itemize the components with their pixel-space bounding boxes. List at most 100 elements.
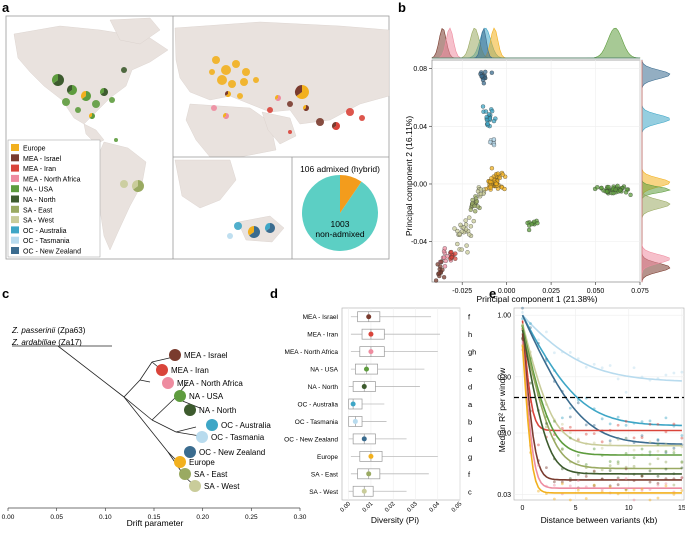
ld-point: [672, 449, 676, 452]
pca-point: [489, 176, 494, 181]
ld-point: [616, 423, 620, 427]
map-pie-slice: [92, 100, 100, 108]
pca-ytick-label: 0.00: [413, 181, 427, 188]
ld-point: [656, 457, 660, 461]
ld-point: [664, 416, 668, 420]
map-pie-slice: [133, 180, 145, 192]
ld-line-sa_east: [521, 329, 682, 470]
ld-point: [592, 441, 596, 445]
box-letter: h: [468, 330, 472, 339]
ld-point: [648, 419, 652, 423]
ld-point: [656, 481, 660, 485]
pca-point: [463, 218, 468, 223]
ld-point: [656, 422, 660, 426]
tree-xtick-label: 0.00: [2, 514, 15, 521]
map-pie-slice: [132, 180, 138, 190]
ld-point: [600, 468, 604, 472]
ld-point: [592, 362, 596, 366]
ld-point: [640, 436, 644, 440]
pca-point: [449, 249, 454, 255]
ld-point: [624, 390, 628, 394]
ld-point: [568, 431, 572, 435]
map-pie: [275, 95, 281, 102]
ld-point: [632, 448, 636, 452]
map-pie: [265, 223, 276, 234]
map-pie: [242, 68, 250, 76]
map-pie-slice: [359, 115, 365, 121]
ld-point: [624, 451, 628, 455]
pca-xlabel: Principal component 1 (21.38%): [477, 294, 598, 304]
tree-branch: [123, 361, 153, 398]
box-row-label: MEA - North Africa: [285, 349, 339, 356]
box-mean-mea_iran: [368, 331, 374, 337]
box-mean-europe: [368, 453, 374, 459]
region-legend: Europe MEA - Israel MEA - Iran MEA - North …: [7, 139, 101, 258]
ld-point: [680, 466, 684, 470]
ld-point: [640, 474, 644, 478]
ld-point: [568, 498, 572, 502]
box-xtick-label: 0.00: [340, 501, 353, 514]
tree-tip-na_usa: [174, 390, 186, 402]
ld-ytick-label: 1.00: [497, 313, 511, 320]
ld-point: [608, 442, 612, 445]
non-admixed-count: 1003: [331, 219, 350, 229]
pca-point: [478, 191, 484, 197]
ld-point: [624, 467, 628, 471]
tree-tip-label-sa_west: SA - West: [204, 482, 240, 491]
pca-ytick-label: -0.04: [411, 239, 427, 246]
ld-point: [632, 456, 636, 460]
ld-point: [616, 483, 620, 487]
ld-point: [624, 423, 628, 427]
pca-point: [599, 185, 604, 190]
ld-point: [664, 484, 668, 488]
outgroup-species: Z. passerinii: [11, 326, 57, 335]
legend-swatch-mea_north_africa: [11, 174, 19, 182]
map-sample-pies: [52, 56, 365, 239]
pca-point: [472, 203, 477, 209]
map-pie: [316, 118, 324, 126]
map-pie-slice: [232, 60, 240, 68]
ld-point: [552, 419, 556, 423]
map-pie: [234, 222, 242, 230]
legend-label-mea_iran: MEA - Iran: [23, 166, 56, 173]
box-row-label: Europe: [317, 454, 338, 461]
ld-point: [552, 497, 556, 501]
map-pie: [212, 56, 220, 64]
map-pie-slice: [67, 85, 72, 93]
box-mean-sa_east: [366, 471, 372, 477]
admixed-label: 106 admixed (hybrid): [300, 164, 380, 174]
box-mean-oc_australia: [350, 401, 356, 407]
legend-label-sa_west: SA - West: [23, 218, 54, 225]
ld-point: [608, 364, 612, 367]
map-pie-slice: [221, 65, 231, 75]
box-xtick-label: 0.04: [429, 501, 442, 514]
map-pie: [62, 98, 70, 106]
tree-xtick-label: 0.25: [245, 514, 258, 521]
ld-point: [664, 460, 668, 464]
tree-xtick-label: 0.20: [196, 514, 209, 521]
ld-point: [529, 322, 532, 325]
panel-label-a: a: [2, 0, 10, 15]
map-pie: [75, 107, 81, 113]
pca-plot: -0.025 0.000 0.025 0.050 0.075 -0.04 0.00 0.04 0…: [411, 27, 671, 295]
ld-point: [584, 365, 588, 369]
box-letter: f: [468, 470, 471, 479]
legend-swatch-sa_west: [11, 216, 19, 224]
map-pie-slice: [265, 223, 270, 231]
legend-swatch-europe: [11, 144, 19, 151]
ld-point: [640, 474, 644, 478]
tree-tip-mea_north_africa: [162, 377, 174, 389]
pca-point: [452, 226, 457, 231]
box-letter: d: [468, 383, 472, 392]
pca-point: [437, 271, 442, 276]
ld-point: [632, 488, 636, 492]
pca-point: [463, 222, 469, 227]
ld-point: [624, 488, 628, 492]
pca-point: [484, 117, 490, 123]
ld-point: [592, 483, 596, 487]
map-pie-slice: [223, 113, 226, 118]
ld-point: [672, 451, 676, 455]
ld-point: [576, 472, 580, 476]
ld-point: [584, 497, 588, 500]
ld-point: [568, 406, 572, 410]
